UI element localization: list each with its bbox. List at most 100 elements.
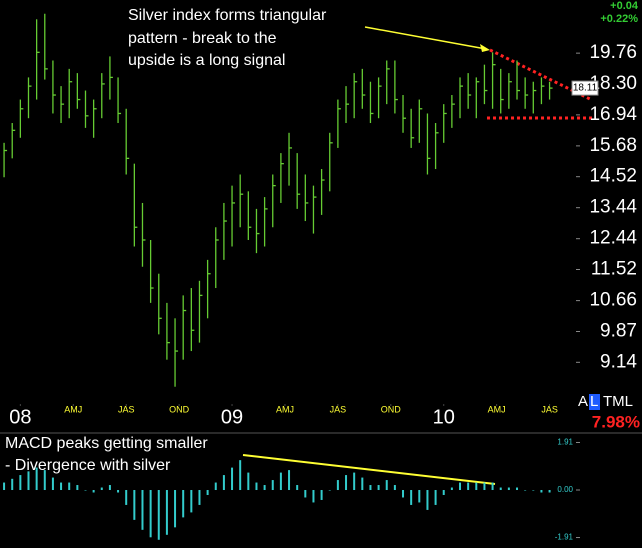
- quote-change-pct: +0.22%: [600, 13, 638, 25]
- y-tick-label: 14.52: [589, 166, 637, 187]
- macd-bar: [524, 490, 527, 491]
- x-tick-label: JAS: [118, 404, 135, 414]
- macd-bar: [247, 472, 250, 491]
- macd-bar: [133, 490, 136, 520]
- macd-bar: [182, 490, 185, 518]
- price-annotation: Silver index forms triangular: [128, 7, 327, 24]
- indicator-rest: TML: [603, 393, 633, 410]
- macd-bar: [92, 490, 95, 493]
- last-price-box: [571, 80, 599, 96]
- macd-bar: [125, 490, 128, 505]
- macd-bar: [76, 485, 79, 491]
- macd-annotation: - Divergence with silver: [5, 457, 171, 474]
- divergence-line: [242, 454, 496, 485]
- macd-bar: [84, 490, 87, 491]
- y-tick-label: 12.44: [589, 228, 637, 249]
- macd-bar: [320, 490, 323, 500]
- macd-bar: [393, 485, 396, 491]
- macd-bar: [117, 490, 120, 493]
- macd-bar: [467, 482, 470, 491]
- macd-bar: [214, 482, 217, 491]
- macd-bar: [263, 485, 266, 491]
- y-tick-label: -1.91: [555, 533, 574, 542]
- macd-bar: [68, 482, 71, 491]
- y-tick-label: 9.87: [600, 321, 637, 342]
- x-tick-label: JAS: [541, 404, 558, 414]
- macd-bar: [459, 482, 462, 491]
- y-tick-label: 0.00: [557, 485, 573, 494]
- y-tick-label: 1.91: [557, 438, 573, 447]
- macd-bar: [475, 482, 478, 491]
- macd-bar: [174, 490, 177, 528]
- macd-bar: [108, 485, 111, 491]
- macd-bar: [532, 490, 535, 491]
- macd-bar: [410, 490, 413, 505]
- macd-bar: [499, 487, 502, 491]
- macd-bar: [190, 490, 193, 513]
- macd-annotation: MACD peaks getting smaller: [5, 435, 208, 452]
- y-tick-label: 9.14: [600, 351, 637, 372]
- macd-bar: [328, 490, 331, 491]
- macd-bar: [336, 480, 339, 491]
- y-tick-label: 19.76: [589, 42, 637, 63]
- macd-bar: [279, 472, 282, 491]
- macd-bar: [450, 487, 453, 491]
- macd-bar: [239, 460, 242, 491]
- y-tick-label: 11.52: [591, 259, 637, 280]
- indicator-l: L: [590, 393, 598, 410]
- x-tick-label: AMJ: [276, 404, 294, 414]
- indicator-highlight: [589, 394, 600, 410]
- macd-bar: [304, 490, 307, 498]
- y-tick-label: 13.44: [589, 197, 637, 218]
- macd-bar: [377, 485, 380, 491]
- macd-bar: [35, 467, 38, 491]
- macd-bar: [540, 490, 543, 493]
- macd-bar: [516, 487, 519, 491]
- macd-bar: [149, 490, 152, 538]
- macd-bar: [296, 485, 299, 491]
- macd-bar: [165, 490, 168, 535]
- arrow-head: [480, 44, 490, 52]
- macd-bar: [426, 490, 429, 510]
- macd-bar: [19, 475, 22, 491]
- x-tick-label: JAS: [330, 404, 347, 414]
- macd-bar: [345, 475, 348, 491]
- x-tick-label: AMJ: [64, 404, 82, 414]
- macd-bar: [353, 472, 356, 491]
- x-tick-label: 09: [221, 406, 243, 428]
- macd-bar: [483, 482, 486, 491]
- macd-bar: [288, 470, 291, 491]
- indicator-value: 7.98%: [592, 412, 640, 431]
- macd-bar: [369, 485, 372, 491]
- y-tick-label: 18.30: [589, 73, 637, 94]
- macd-bar: [548, 490, 551, 493]
- macd-bar: [491, 482, 494, 491]
- macd-bar: [11, 478, 14, 491]
- macd-bar: [434, 490, 437, 505]
- resistance-line: [489, 48, 593, 102]
- macd-bar: [51, 477, 54, 491]
- macd-bar: [198, 490, 201, 505]
- y-tick-label: 15.68: [589, 135, 637, 156]
- macd-bar: [206, 490, 209, 495]
- price-annotation: pattern - break to the: [128, 30, 277, 47]
- macd-bar: [43, 470, 46, 491]
- macd-bar: [361, 477, 364, 491]
- indicator-a: A: [578, 393, 588, 410]
- macd-bar: [385, 480, 388, 491]
- quote-change: +0.04: [610, 0, 639, 12]
- x-tick-label: OND: [381, 404, 402, 414]
- macd-bar: [157, 490, 160, 540]
- macd-bar: [255, 482, 258, 491]
- macd-bar: [3, 482, 6, 491]
- x-tick-label: 08: [9, 406, 31, 428]
- annotation-arrow: [364, 26, 487, 50]
- macd-bar: [507, 487, 510, 491]
- macd-bar: [271, 480, 274, 491]
- macd-bar: [60, 482, 63, 491]
- macd-bar: [231, 467, 234, 491]
- macd-bar: [442, 490, 445, 495]
- macd-bar: [402, 490, 405, 498]
